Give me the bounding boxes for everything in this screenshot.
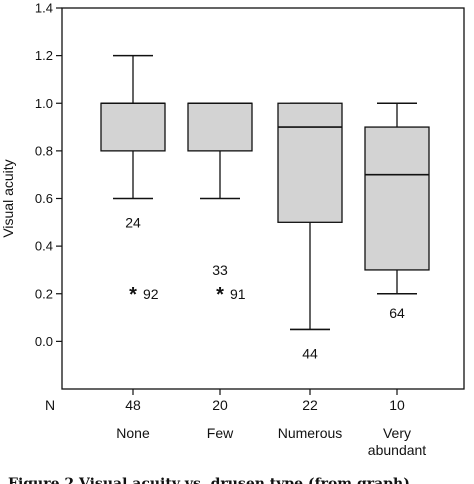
y-axis-label: Visual acuity xyxy=(0,159,16,237)
n-row-label: N xyxy=(45,397,55,413)
outlier-marker: * xyxy=(129,284,137,306)
box-body xyxy=(187,102,253,152)
n-value-label: 10 xyxy=(389,397,405,413)
box-body xyxy=(364,126,430,271)
category-label: Few xyxy=(207,425,234,441)
y-tick-label: 0.2 xyxy=(35,286,53,301)
case-label: 44 xyxy=(302,345,318,361)
box-body xyxy=(100,102,166,152)
y-tick-label: 1.2 xyxy=(35,48,53,63)
n-value-label: 20 xyxy=(212,397,228,413)
y-tick-label: 0.4 xyxy=(35,239,53,254)
y-tick-label: 1.0 xyxy=(35,96,53,111)
y-tick-label: 0.0 xyxy=(35,334,53,349)
n-value-label: 22 xyxy=(302,397,318,413)
box-few xyxy=(187,102,253,200)
box-very-abundant xyxy=(364,102,430,295)
n-value-label: 48 xyxy=(125,397,141,413)
figure-caption: Figure 2 Visual acuity vs. drusen type (… xyxy=(8,476,410,484)
category-label: Very abundant xyxy=(368,425,427,458)
outlier-label: 92 xyxy=(143,286,159,302)
case-label: 33 xyxy=(212,262,228,278)
outlier-label: 91 xyxy=(230,286,246,302)
box-body xyxy=(277,102,343,223)
box-none xyxy=(100,54,166,200)
y-tick-label: 0.6 xyxy=(35,191,53,206)
box-numerous xyxy=(277,102,343,331)
category-label: None xyxy=(116,425,150,441)
outlier-marker: * xyxy=(216,284,224,306)
case-label: 64 xyxy=(389,305,405,321)
category-label: Numerous xyxy=(278,425,343,441)
case-label: 24 xyxy=(125,214,141,230)
y-tick-label: 1.4 xyxy=(35,1,53,16)
y-tick-label: 0.8 xyxy=(35,143,53,158)
